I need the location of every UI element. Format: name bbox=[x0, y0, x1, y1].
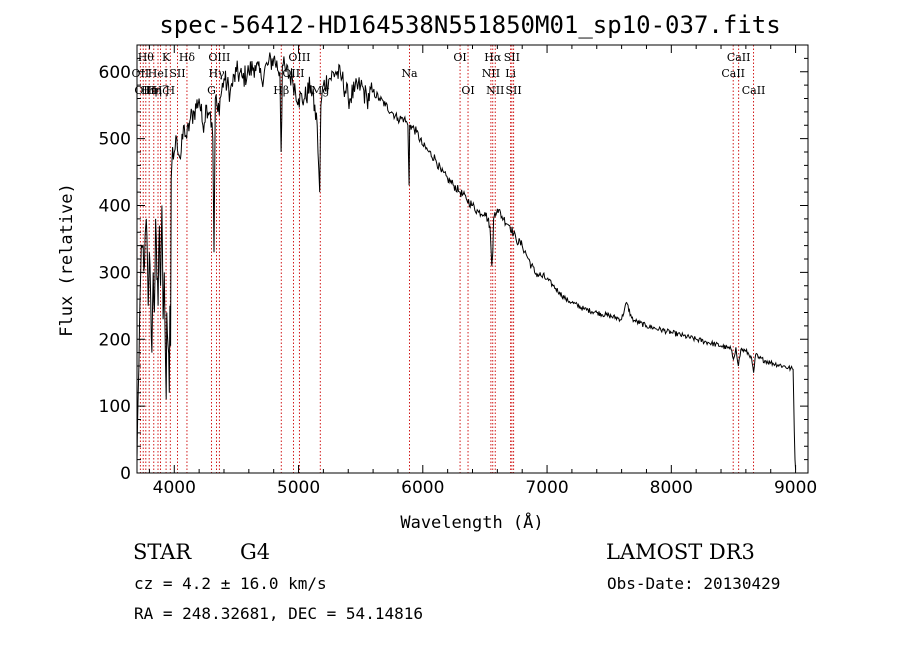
line-label-7: K bbox=[162, 51, 171, 64]
y-tick-label-300: 300 bbox=[99, 263, 131, 283]
y-tick-label-0: 0 bbox=[120, 464, 131, 484]
obs-date: Obs-Date: 20130429 bbox=[607, 574, 781, 593]
line-label-1: OII bbox=[134, 84, 152, 97]
x-tick-label-4000: 4000 bbox=[153, 478, 196, 498]
line-label-8: H bbox=[166, 84, 176, 97]
line-label-25: SII bbox=[504, 51, 520, 64]
x-axis-title: Wavelength (Å) bbox=[400, 511, 543, 533]
plot-frame bbox=[136, 44, 809, 474]
line-label-4: Hη bbox=[146, 84, 162, 97]
y-axis-title: Flux (relative) bbox=[57, 183, 77, 337]
line-label-26: SII bbox=[506, 84, 522, 97]
line-markers bbox=[139, 45, 755, 473]
line-label-21: NII bbox=[482, 67, 500, 80]
axis-ticks: 4000 5000 6000 7000 8000 9000 0 100 200 300 400 500… bbox=[99, 44, 817, 498]
line-label-22: Hα bbox=[484, 51, 502, 64]
line-label-23: NII bbox=[486, 84, 504, 97]
y-tick-label-600: 600 bbox=[99, 63, 131, 83]
spectrum-line bbox=[136, 52, 797, 470]
line-label-5: HeI bbox=[148, 67, 168, 80]
x-tick-label-8000: 8000 bbox=[650, 478, 693, 498]
line-label-19: OI bbox=[453, 51, 466, 64]
line-label-12: Hγ bbox=[208, 67, 225, 80]
x-tick-label-6000: 6000 bbox=[401, 478, 444, 498]
object-class: STAR bbox=[133, 540, 192, 564]
line-label-29: CaII bbox=[742, 84, 766, 97]
line-label-27: CaII bbox=[721, 67, 745, 80]
x-tick-label-5000: 5000 bbox=[277, 478, 320, 498]
line-label-24: Li bbox=[505, 67, 516, 80]
y-tick-label-100: 100 bbox=[99, 397, 131, 417]
line-label-2: Hθ bbox=[138, 51, 155, 64]
line-label-9: SII bbox=[169, 67, 185, 80]
survey-name: LAMOST DR3 bbox=[606, 540, 755, 564]
line-label-13: OIII bbox=[208, 51, 230, 64]
line-label-10: Hδ bbox=[179, 51, 196, 64]
x-tick-label-7000: 7000 bbox=[525, 478, 568, 498]
ra-dec: RA = 248.32681, DEC = 54.14816 bbox=[134, 604, 423, 623]
line-label-14: Hβ bbox=[273, 84, 289, 97]
line-label-6: Hζ bbox=[153, 84, 169, 97]
line-label-28: CaII bbox=[727, 51, 751, 64]
line-label-16: OIII bbox=[288, 51, 310, 64]
y-tick-label-200: 200 bbox=[99, 330, 131, 350]
line-label-0: OII bbox=[131, 67, 149, 80]
line-label-18: Na bbox=[401, 67, 418, 80]
line-label-11: G bbox=[207, 84, 216, 97]
redshift-info: cz = 4.2 ± 16.0 km/s bbox=[134, 574, 327, 593]
y-tick-label-500: 500 bbox=[99, 130, 131, 150]
line-marker-labels: OIIOIIHθHηHηHeIHζKHSIIHδGHγOIIIHβOIIIOII… bbox=[131, 51, 765, 97]
line-label-20: OI bbox=[461, 84, 474, 97]
chart-title: spec-56412-HD164538N551850M01_sp10-037.f… bbox=[159, 11, 780, 39]
x-tick-label-9000: 9000 bbox=[774, 478, 817, 498]
line-label-3: Hη bbox=[141, 84, 157, 97]
object-subclass: G4 bbox=[240, 540, 271, 564]
y-tick-label-400: 400 bbox=[99, 197, 131, 217]
